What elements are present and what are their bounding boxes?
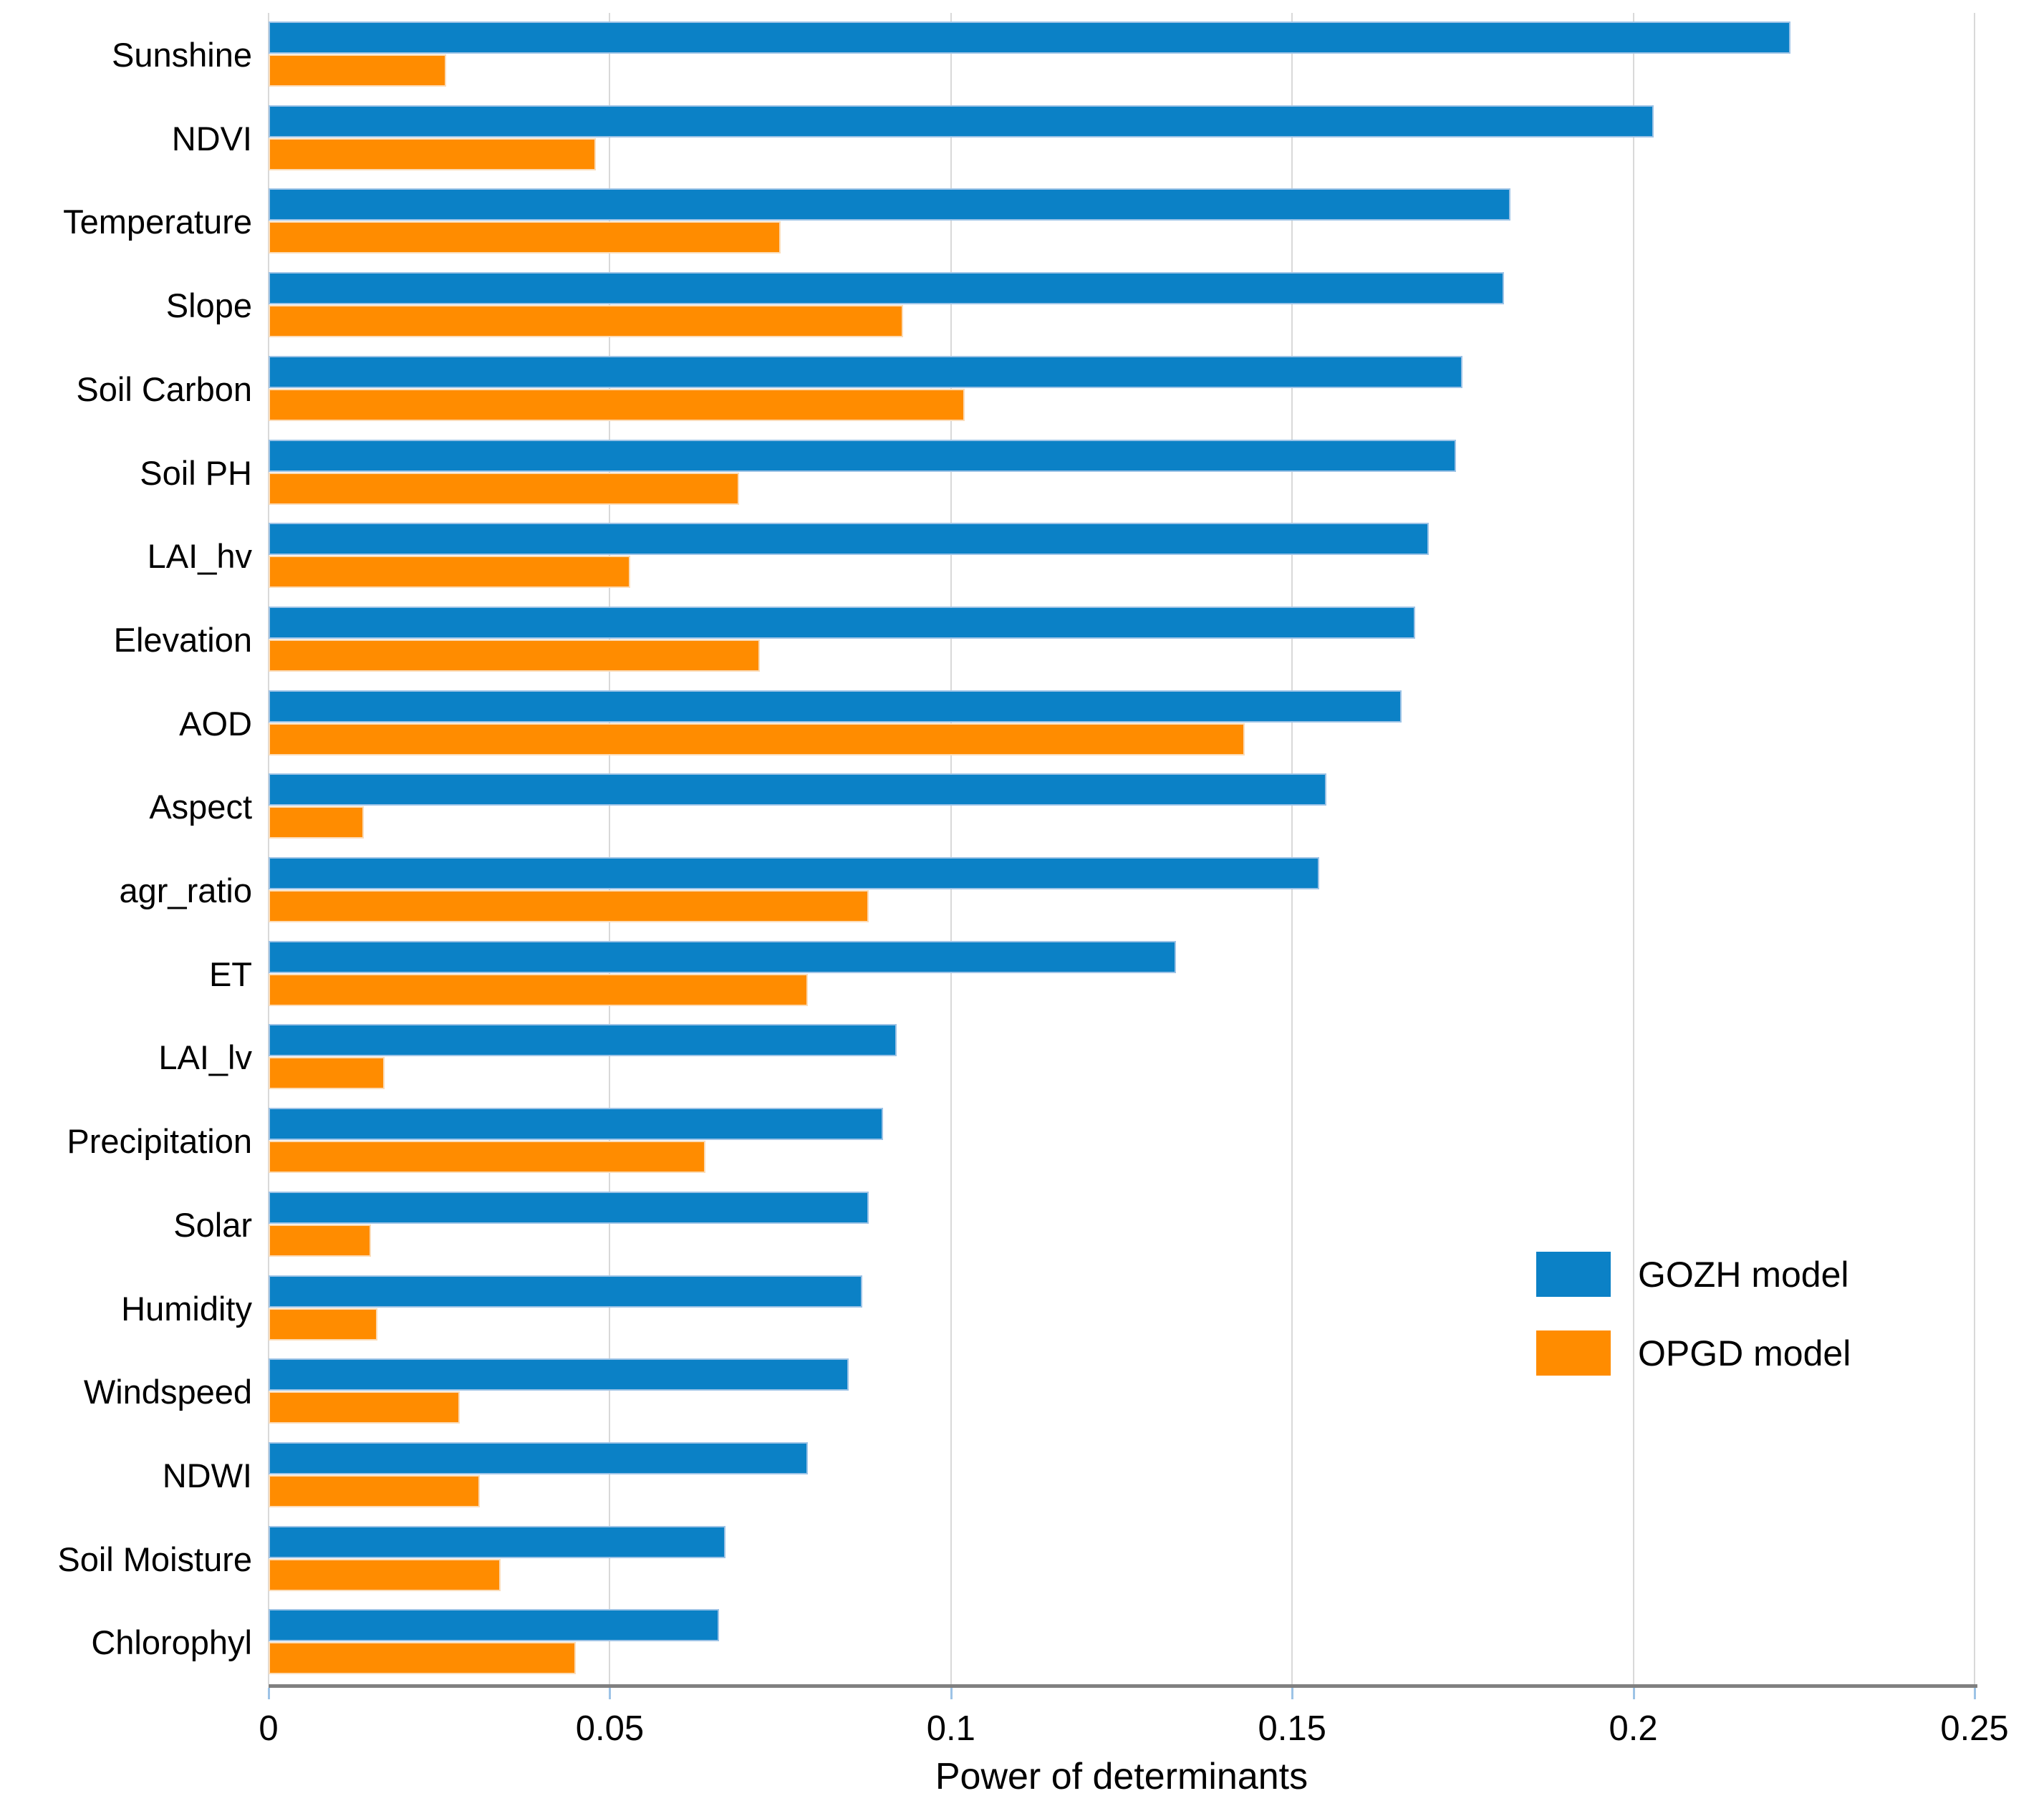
bar-gozh-Chlorophyl — [269, 1609, 719, 1641]
legend-swatch-gozh — [1536, 1252, 1611, 1297]
bar-opgd-Elevation — [269, 639, 760, 672]
x-tick-mark-0.05 — [609, 1688, 612, 1699]
bar-opgd-Soil PH — [269, 473, 739, 505]
x-tick-label-0.15: 0.15 — [1258, 1709, 1326, 1748]
bar-opgd-Aspect — [269, 806, 364, 839]
category-label-Elevation: Elevation — [113, 621, 252, 659]
bar-opgd-LAI_lv — [269, 1057, 385, 1089]
category-label-Solar: Solar — [173, 1206, 252, 1244]
bar-gozh-NDVI — [269, 105, 1654, 137]
category-label-ET: ET — [208, 955, 252, 993]
bar-gozh-Soil Moisture — [269, 1526, 725, 1558]
x-tick-mark-0 — [268, 1688, 270, 1699]
category-label-Slope: Slope — [165, 286, 252, 324]
category-label-Temperature: Temperature — [63, 203, 252, 241]
bar-opgd-Soil Carbon — [269, 389, 965, 421]
bar-gozh-Humidity — [269, 1275, 862, 1308]
bar-opgd-Slope — [269, 305, 903, 337]
category-label-Humidity: Humidity — [121, 1290, 252, 1328]
legend-item-gozh: GOZH model — [1536, 1252, 1851, 1297]
category-label-LAI_lv: LAI_lv — [158, 1038, 252, 1076]
category-label-NDVI: NDVI — [171, 120, 252, 158]
bar-opgd-Chlorophyl — [269, 1642, 576, 1674]
bar-opgd-Humidity — [269, 1308, 377, 1341]
gridline-x-0.05 — [609, 13, 611, 1684]
category-label-AOD: AOD — [179, 705, 252, 743]
legend-label-gozh: GOZH model — [1638, 1254, 1849, 1295]
bar-gozh-Slope — [269, 272, 1504, 304]
x-tick-label-0.1: 0.1 — [926, 1709, 975, 1748]
category-label-NDWI: NDWI — [162, 1457, 252, 1494]
bar-gozh-Sunshine — [269, 21, 1790, 54]
category-label-agr_ratio: agr_ratio — [119, 871, 253, 909]
bar-gozh-NDWI — [269, 1442, 808, 1474]
bar-gozh-ET — [269, 941, 1176, 973]
legend-label-opgd: OPGD model — [1638, 1333, 1851, 1373]
x-axis-title: Power of determinants — [935, 1756, 1308, 1797]
bar-gozh-Aspect — [269, 773, 1326, 806]
bar-opgd-Windspeed — [269, 1391, 460, 1424]
category-label-Sunshine: Sunshine — [112, 36, 252, 74]
x-tick-mark-0.1 — [950, 1688, 953, 1699]
bar-opgd-agr_ratio — [269, 890, 869, 922]
bar-gozh-Soil Carbon — [269, 356, 1462, 388]
x-tick-label-0: 0 — [259, 1709, 279, 1748]
x-tick-label-0.05: 0.05 — [575, 1709, 645, 1748]
bar-opgd-NDVI — [269, 138, 596, 170]
legend: GOZH model OPGD model — [1536, 1252, 1851, 1409]
bar-opgd-Precipitation — [269, 1141, 705, 1173]
gridline-x-0.1 — [950, 13, 952, 1684]
category-label-Windspeed: Windspeed — [83, 1373, 252, 1411]
legend-item-opgd: OPGD model — [1536, 1330, 1851, 1376]
category-label-Aspect: Aspect — [149, 788, 252, 826]
bar-gozh-agr_ratio — [269, 857, 1319, 889]
bar-gozh-Solar — [269, 1192, 869, 1224]
bar-gozh-Elevation — [269, 607, 1415, 639]
bar-opgd-AOD — [269, 723, 1245, 755]
bar-opgd-Solar — [269, 1225, 371, 1257]
gridline-x-0.15 — [1291, 13, 1293, 1684]
bar-opgd-LAI_hv — [269, 556, 630, 588]
bar-opgd-Sunshine — [269, 54, 446, 87]
bar-opgd-NDWI — [269, 1475, 480, 1507]
x-tick-label-0.2: 0.2 — [1609, 1709, 1658, 1748]
bar-gozh-AOD — [269, 690, 1402, 723]
category-label-LAI_hv: LAI_hv — [147, 537, 252, 575]
bar-gozh-Soil PH — [269, 440, 1456, 472]
category-label-Chlorophyl: Chlorophyl — [91, 1623, 252, 1661]
bar-gozh-LAI_hv — [269, 523, 1429, 555]
category-label-Soil PH: Soil PH — [140, 454, 252, 492]
bar-opgd-Soil Moisture — [269, 1559, 501, 1591]
x-axis-line — [269, 1684, 1977, 1688]
bar-opgd-Temperature — [269, 221, 781, 253]
bar-gozh-Precipitation — [269, 1108, 883, 1140]
x-tick-mark-0.25 — [1974, 1688, 1976, 1699]
gridline-x-0.2 — [1632, 13, 1634, 1684]
x-tick-mark-0.15 — [1291, 1688, 1294, 1699]
bar-gozh-Windspeed — [269, 1358, 849, 1391]
legend-swatch-opgd — [1536, 1330, 1611, 1376]
category-label-Soil Carbon: Soil Carbon — [76, 370, 252, 408]
gridline-x-0.25 — [1974, 13, 1975, 1684]
x-tick-label-0.25: 0.25 — [1940, 1709, 2009, 1748]
category-label-Soil Moisture: Soil Moisture — [57, 1540, 252, 1578]
bar-opgd-ET — [269, 974, 808, 1006]
category-label-Precipitation: Precipitation — [67, 1122, 252, 1160]
gridline-x-0 — [268, 13, 269, 1684]
bar-gozh-LAI_lv — [269, 1024, 897, 1056]
x-tick-mark-0.2 — [1632, 1688, 1635, 1699]
bar-gozh-Temperature — [269, 188, 1510, 221]
